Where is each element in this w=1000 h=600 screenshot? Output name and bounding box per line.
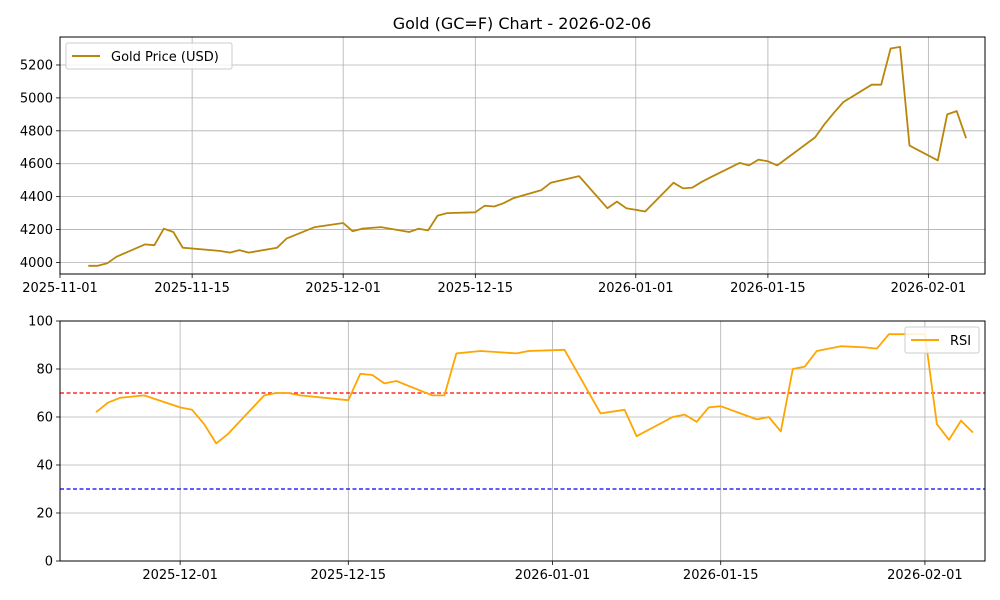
price-y-axis: 4000 4200 4400 4600 4800 5000 5200 <box>20 58 60 271</box>
rsi-y-tick-label: 60 <box>36 411 53 426</box>
price-x-axis: 2025-11-01 2025-11-15 2025-12-01 2025-12-15… <box>22 274 966 296</box>
price-series-line <box>88 46 967 267</box>
price-y-tick-label: 4200 <box>20 223 53 238</box>
rsi-x-tick-label: 2025-12-01 <box>142 568 218 583</box>
price-chart-frame <box>59 36 986 275</box>
rsi-reference-lines <box>60 392 985 490</box>
price-y-tick-label: 4400 <box>20 190 53 205</box>
rsi-series-line <box>95 333 974 445</box>
price-x-tick-label: 2026-01-15 <box>730 281 806 296</box>
rsi-chart-series <box>95 333 974 445</box>
rsi-x-tick-label: 2026-01-01 <box>515 568 591 583</box>
price-x-tick-label: 2025-11-01 <box>22 281 98 296</box>
price-y-tick-label: 4800 <box>20 124 53 139</box>
price-x-tick-label: 2025-12-15 <box>438 281 514 296</box>
price-legend-box <box>65 42 233 70</box>
price-chart-title: Gold (GC=F) Chart - 2026-02-06 <box>393 14 652 33</box>
price-y-tick-label: 5200 <box>20 58 53 73</box>
rsi-x-tick-label: 2025-12-15 <box>311 568 387 583</box>
rsi-legend: RSI <box>904 326 980 354</box>
rsi-chart-panel: 2025-12-01 2025-12-15 2026-01-01 2026-01-15… <box>28 315 986 583</box>
rsi-x-tick-label: 2026-01-15 <box>683 568 759 583</box>
rsi-y-tick-label: 40 <box>36 459 53 474</box>
price-x-tick-label: 2025-12-01 <box>305 281 381 296</box>
price-chart-panel: Gold (GC=F) Chart - 2026-02-06 2025-11-0… <box>20 14 986 296</box>
rsi-legend-box <box>904 326 980 354</box>
price-x-tick-label: 2025-11-15 <box>154 281 230 296</box>
price-y-tick-label: 5000 <box>20 91 53 106</box>
rsi-y-tick-label: 100 <box>28 315 53 330</box>
rsi-y-tick-label: 20 <box>36 507 53 522</box>
price-x-tick-label: 2026-01-01 <box>598 281 674 296</box>
rsi-x-axis: 2025-12-01 2025-12-15 2026-01-01 2026-01-15… <box>142 561 963 583</box>
price-legend: Gold Price (USD) <box>65 42 233 70</box>
price-y-tick-label: 4600 <box>20 157 53 172</box>
price-y-tick-label: 4000 <box>20 256 53 271</box>
rsi-chart-frame <box>59 320 986 562</box>
rsi-y-axis: 0 20 40 60 80 100 <box>28 315 60 570</box>
price-legend-label: Gold Price (USD) <box>111 50 219 65</box>
price-chart-series <box>88 46 967 267</box>
price-x-tick-label: 2026-02-01 <box>891 281 967 296</box>
rsi-y-tick-label: 0 <box>45 555 53 570</box>
rsi-legend-label: RSI <box>950 334 971 349</box>
rsi-x-tick-label: 2026-02-01 <box>887 568 963 583</box>
rsi-y-tick-label: 80 <box>36 363 53 378</box>
price-chart-grid <box>59 37 985 274</box>
